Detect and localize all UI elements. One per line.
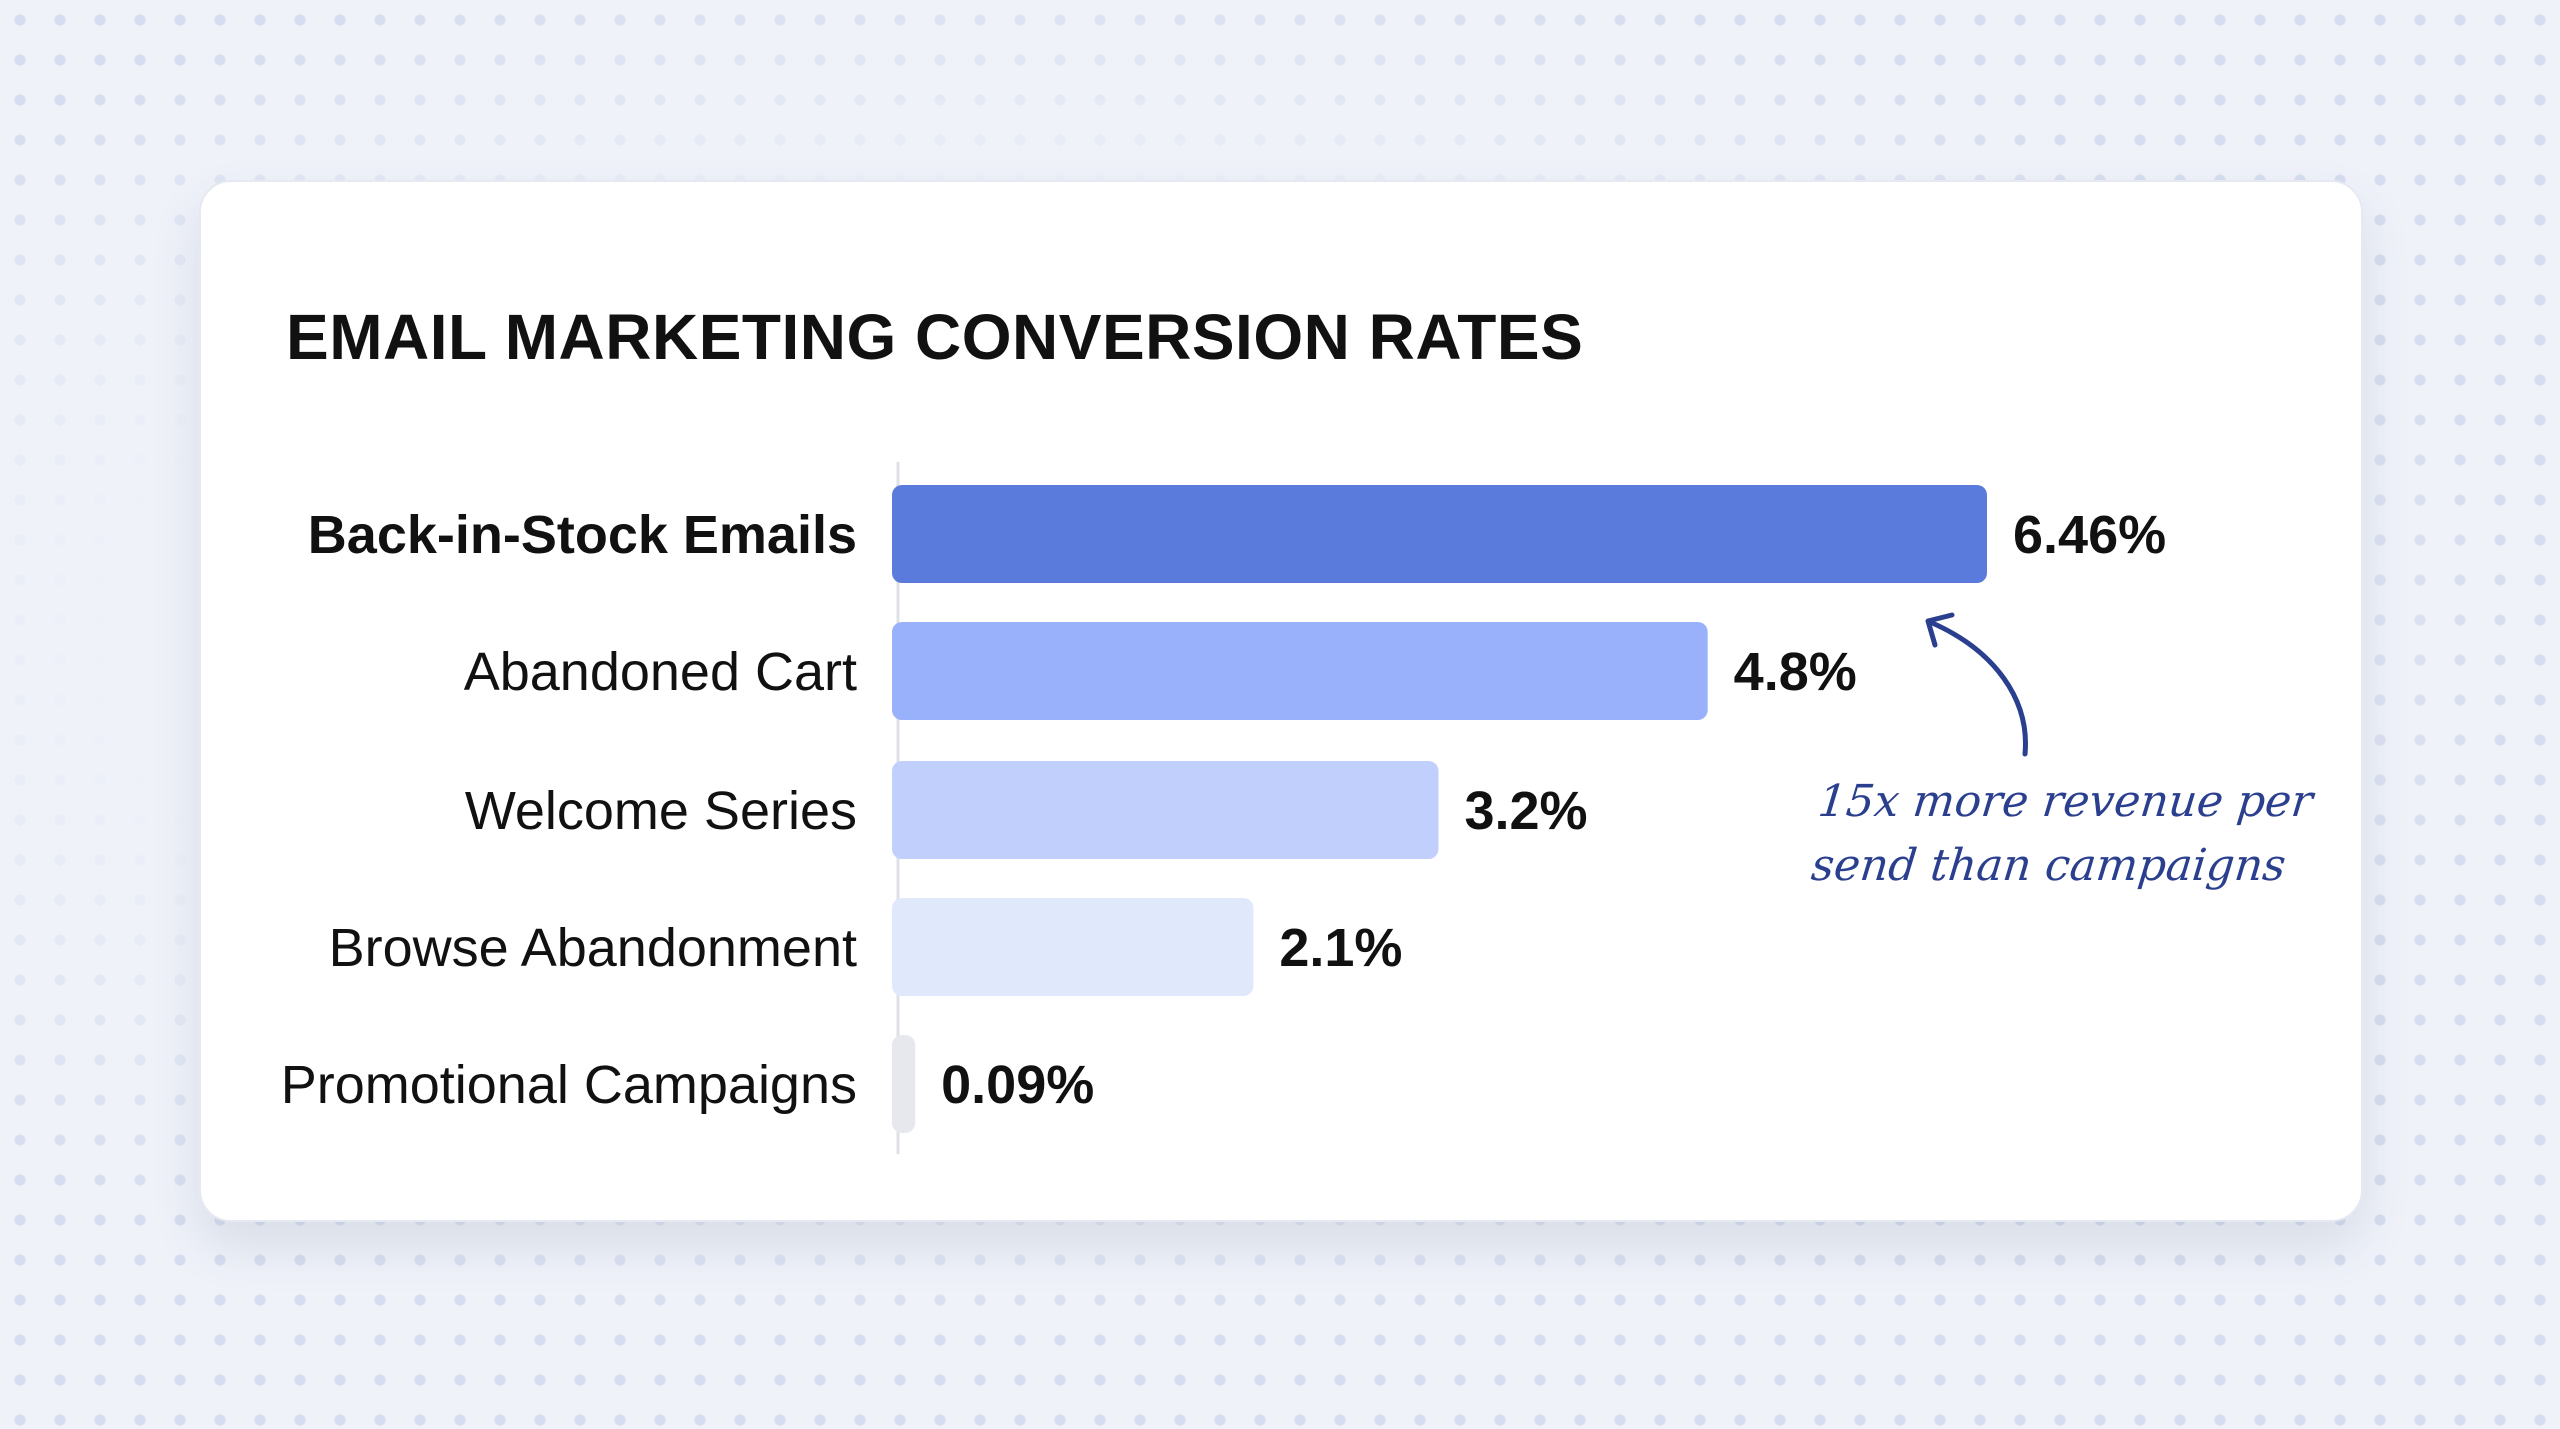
- bar: [892, 761, 1439, 859]
- bar: [892, 622, 1708, 720]
- bar: [892, 485, 1987, 583]
- annotation-arrowhead-icon: [1925, 612, 1955, 648]
- value-label: 6.46%: [2013, 505, 2166, 565]
- category-label: Abandoned Cart: [464, 642, 857, 702]
- annotation-line-2: send than campaigns: [1809, 840, 2289, 891]
- annotation-arrow-icon: [1927, 619, 2028, 757]
- chart-title: EMAIL MARKETING CONVERSION RATES: [286, 301, 1584, 373]
- bar: [892, 898, 1254, 996]
- value-label: 2.1%: [1279, 918, 1402, 978]
- category-label: Browse Abandonment: [329, 918, 857, 978]
- value-label: 0.09%: [941, 1055, 1094, 1115]
- category-label: Back-in-Stock Emails: [308, 505, 857, 565]
- value-label: 4.8%: [1734, 642, 1857, 702]
- category-label: Welcome Series: [465, 781, 857, 841]
- bar: [892, 1035, 916, 1133]
- annotation-line-1: 15x more revenue per: [1815, 776, 2316, 827]
- annotation: 15x more revenue per send than campaigns: [1808, 770, 2341, 898]
- value-label: 3.2%: [1464, 781, 1587, 841]
- category-label: Promotional Campaigns: [281, 1055, 857, 1115]
